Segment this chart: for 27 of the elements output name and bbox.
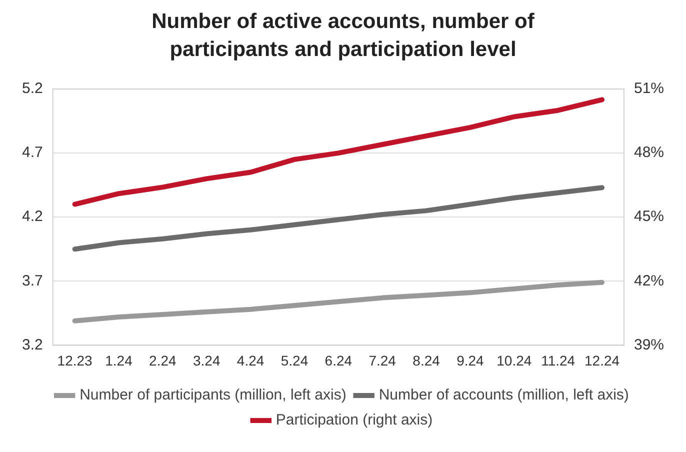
y-tick-label: 3.7 xyxy=(22,272,43,290)
x-tick-label: 11.24 xyxy=(541,352,576,368)
y2-tick-label: 48% xyxy=(634,144,664,162)
y2-tick-label: 42% xyxy=(634,272,664,290)
x-tick-label: 9.24 xyxy=(456,352,484,368)
y2-tick-label: 39% xyxy=(634,336,664,354)
x-tick-label: 6.24 xyxy=(324,352,352,368)
y-tick-label: 3.2 xyxy=(22,336,43,354)
x-tick-label: 12.23 xyxy=(57,352,93,368)
legend-label: Participation (right axis) xyxy=(276,412,433,429)
x-tick-label: 5.24 xyxy=(280,352,308,368)
y2-tick-label: 51% xyxy=(634,80,664,98)
y2-tick-label: 45% xyxy=(634,208,664,226)
x-tick-label: 3.24 xyxy=(192,352,220,368)
x-tick-label: 1.24 xyxy=(105,352,133,368)
x-tick-label: 8.24 xyxy=(412,352,440,368)
y-tick-label: 4.7 xyxy=(22,144,43,162)
legend-label: Number of accounts (million, left axis) xyxy=(378,386,629,404)
x-tick-label: 4.24 xyxy=(236,352,264,368)
x-tick-label: 10.24 xyxy=(496,352,532,368)
legend-label: Number of participants (million, left axis) xyxy=(80,386,346,404)
x-tick-label: 7.24 xyxy=(368,352,396,368)
x-tick-label: 2.24 xyxy=(149,352,177,368)
chart-title: Number of active accounts, number of participants and participation level xyxy=(150,9,536,63)
y-tick-label: 4.2 xyxy=(22,208,43,226)
y-tick-label: 5.2 xyxy=(22,80,43,98)
x-tick-label: 12.24 xyxy=(584,352,620,368)
